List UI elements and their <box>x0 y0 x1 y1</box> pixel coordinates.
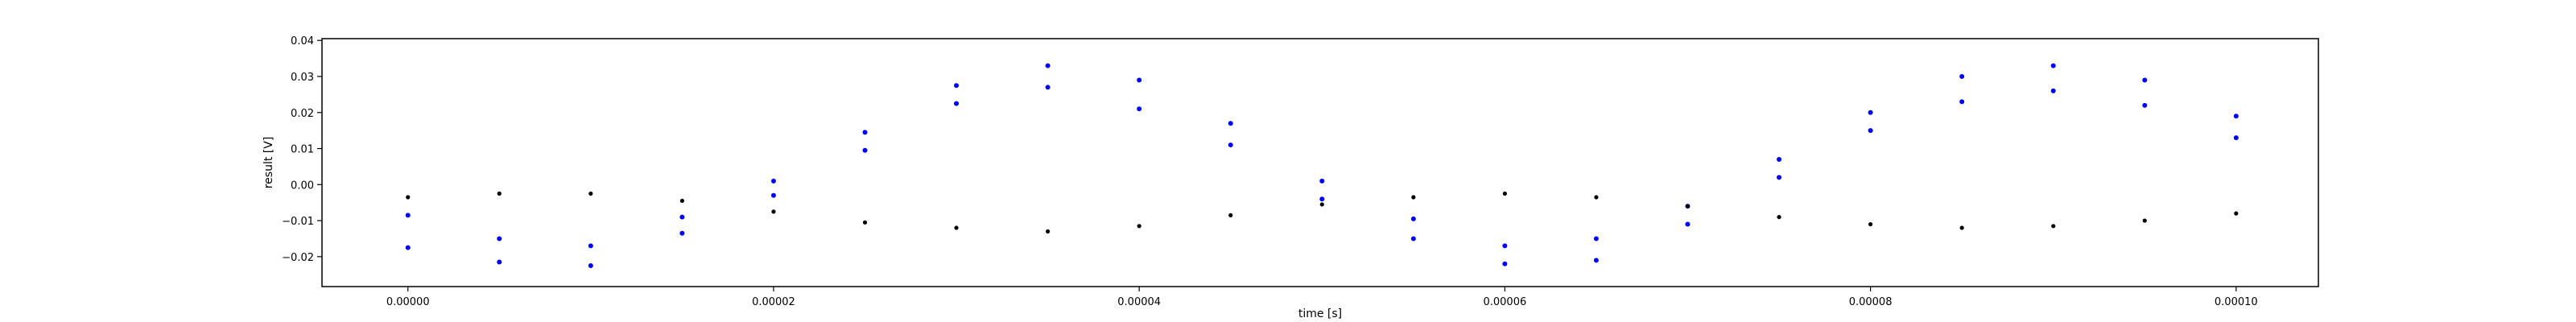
data-point <box>1319 178 1325 184</box>
data-point <box>1502 261 1508 266</box>
data-point <box>679 230 685 236</box>
x-tick-label: 0.00006 <box>1483 296 1526 308</box>
data-point <box>679 198 684 204</box>
series-1 <box>406 191 2239 234</box>
data-point <box>405 213 411 218</box>
data-point <box>1319 196 1325 202</box>
x-axis-label: time [s] <box>1298 308 1342 320</box>
x-tick-label: 0.00002 <box>752 296 795 308</box>
data-point <box>2142 102 2148 108</box>
data-point <box>1959 99 1965 105</box>
y-axis-ticks: −0.02 −0.01 0.00 0.01 0.02 0.03 0.04 <box>282 35 322 264</box>
data-point <box>1868 128 1873 134</box>
data-point <box>2142 77 2148 83</box>
data-point <box>2233 114 2239 119</box>
data-point <box>954 83 960 89</box>
data-point <box>2051 224 2056 229</box>
data-point <box>1594 195 1599 200</box>
x-axis-ticks: 0.00000 0.00002 0.00004 0.00006 0.00008 0.000… <box>386 287 2258 308</box>
data-point <box>1777 175 1782 180</box>
data-point <box>1777 156 1782 162</box>
data-point <box>862 130 868 135</box>
data-point <box>2050 63 2056 68</box>
data-point <box>1228 213 1233 217</box>
data-point <box>1137 106 1142 112</box>
data-point <box>1045 85 1051 90</box>
data-point <box>1228 121 1233 126</box>
data-point <box>588 263 593 269</box>
data-point <box>862 220 868 225</box>
data-point <box>862 147 868 153</box>
plot-frame <box>321 38 2319 287</box>
data-point <box>1045 63 1051 68</box>
x-tick-label: 0.00010 <box>2215 296 2258 308</box>
data-point <box>1502 243 1508 249</box>
data-point <box>588 191 593 196</box>
data-point <box>1319 202 1324 207</box>
data-point <box>1411 195 1416 200</box>
y-tick-label: 0.00 <box>291 180 314 192</box>
data-point <box>406 195 411 200</box>
data-point <box>2142 218 2147 223</box>
x-tick-label: 0.00008 <box>1849 296 1893 308</box>
data-point <box>2234 211 2239 216</box>
data-point <box>2050 88 2056 93</box>
data-point <box>1959 74 1965 80</box>
y-tick-label: 0.04 <box>291 35 314 47</box>
data-point <box>1137 77 1142 83</box>
data-point <box>1685 204 1690 208</box>
data-point <box>1777 214 1781 220</box>
data-point <box>1868 109 1873 115</box>
y-axis-label: result [V] <box>262 137 275 189</box>
data-point <box>770 192 776 198</box>
data-point <box>1685 221 1690 227</box>
data-point <box>954 101 960 106</box>
plot-background <box>322 39 2318 287</box>
data-point <box>1868 221 1873 227</box>
data-point <box>1502 191 1507 196</box>
data-point <box>497 259 502 265</box>
data-point <box>588 243 593 249</box>
data-point <box>1410 236 1416 242</box>
y-tick-label: −0.01 <box>282 216 314 228</box>
data-point <box>1228 142 1233 148</box>
data-point <box>1593 258 1599 263</box>
y-tick-label: −0.02 <box>282 252 314 264</box>
data-series <box>405 63 2239 269</box>
data-point <box>405 245 411 250</box>
data-point <box>679 214 685 220</box>
data-point <box>1046 229 1051 234</box>
data-point <box>497 236 502 242</box>
y-tick-label: 0.03 <box>291 72 314 84</box>
data-point <box>1137 224 1141 229</box>
x-tick-label: 0.00004 <box>1117 296 1161 308</box>
y-tick-label: 0.01 <box>291 144 314 156</box>
data-point <box>1593 236 1599 242</box>
data-point <box>497 191 502 196</box>
data-point <box>2233 135 2239 141</box>
data-point <box>954 225 959 230</box>
data-point <box>1410 216 1416 221</box>
data-point <box>1959 225 1964 230</box>
data-point <box>770 178 776 184</box>
x-tick-label: 0.00000 <box>386 296 430 308</box>
data-point <box>771 209 776 214</box>
y-tick-label: 0.02 <box>291 108 314 120</box>
